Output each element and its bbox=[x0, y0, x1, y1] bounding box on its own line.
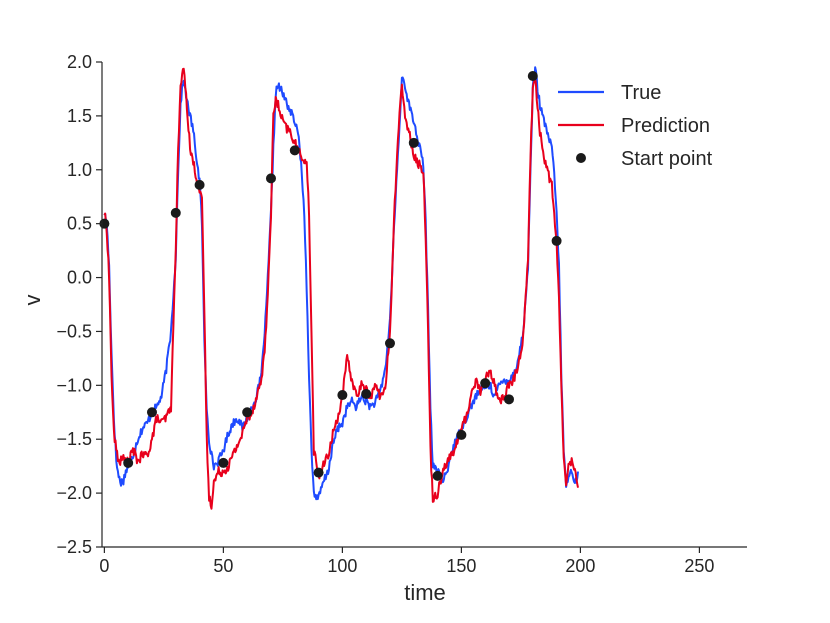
start-point bbox=[384, 338, 395, 349]
x-axis-title: time bbox=[404, 580, 446, 605]
legend-swatch-start-point bbox=[576, 153, 586, 163]
y-tick-label: 2.0 bbox=[67, 52, 92, 72]
x-tick-label: 0 bbox=[99, 556, 109, 576]
y-tick-label: 1.0 bbox=[67, 160, 92, 180]
start-point bbox=[170, 207, 181, 218]
start-point bbox=[265, 173, 276, 184]
y-axis-title: v bbox=[20, 295, 45, 306]
y-tick-label: −1.0 bbox=[56, 375, 92, 395]
start-point bbox=[194, 179, 205, 190]
y-tick-label: −2.0 bbox=[56, 483, 92, 503]
start-point bbox=[313, 467, 324, 478]
legend-label-start-point: Start point bbox=[621, 148, 713, 170]
legend-label-prediction: Prediction bbox=[621, 115, 710, 137]
start-point bbox=[242, 407, 253, 418]
start-point bbox=[527, 71, 538, 82]
start-point bbox=[218, 457, 229, 468]
series-layer bbox=[103, 66, 580, 510]
series-line-true bbox=[103, 66, 580, 501]
x-tick-label: 100 bbox=[327, 556, 357, 576]
y-tick-label: 0.5 bbox=[67, 214, 92, 234]
start-points-layer bbox=[99, 71, 562, 481]
start-point bbox=[337, 390, 348, 401]
y-tick-label: −2.5 bbox=[56, 537, 92, 557]
x-tick-label: 250 bbox=[684, 556, 714, 576]
start-point bbox=[432, 470, 443, 481]
legend: True Prediction Start point bbox=[558, 82, 713, 170]
x-tick-label: 50 bbox=[213, 556, 233, 576]
x-tick-label: 150 bbox=[446, 556, 476, 576]
x-tick-label: 200 bbox=[565, 556, 595, 576]
y-tick-label: 1.5 bbox=[67, 106, 92, 126]
y-ticks: 2.0 1.5 1.0 0.5 0.0 −0.5 −1.0 −1.5 −2.0 −2.5 bbox=[56, 52, 102, 557]
x-ticks: 0 50 100 150 200 250 bbox=[99, 547, 714, 576]
y-tick-label: 0.0 bbox=[67, 268, 92, 288]
start-point bbox=[361, 388, 372, 399]
start-point bbox=[289, 145, 300, 156]
y-tick-label: −1.5 bbox=[56, 429, 92, 449]
start-point bbox=[408, 137, 419, 148]
start-point bbox=[456, 429, 467, 440]
start-point bbox=[480, 378, 491, 389]
start-point bbox=[146, 407, 157, 418]
legend-label-true: True bbox=[621, 82, 661, 104]
start-point bbox=[503, 394, 514, 405]
y-tick-label: −0.5 bbox=[56, 321, 92, 341]
start-point bbox=[123, 457, 134, 468]
series-line-prediction bbox=[103, 67, 579, 510]
plot-area bbox=[99, 66, 580, 510]
start-point bbox=[551, 235, 562, 246]
axes: 2.0 1.5 1.0 0.5 0.0 −0.5 −1.0 −1.5 −2.0 −2.5 0 50 1… bbox=[20, 52, 747, 605]
